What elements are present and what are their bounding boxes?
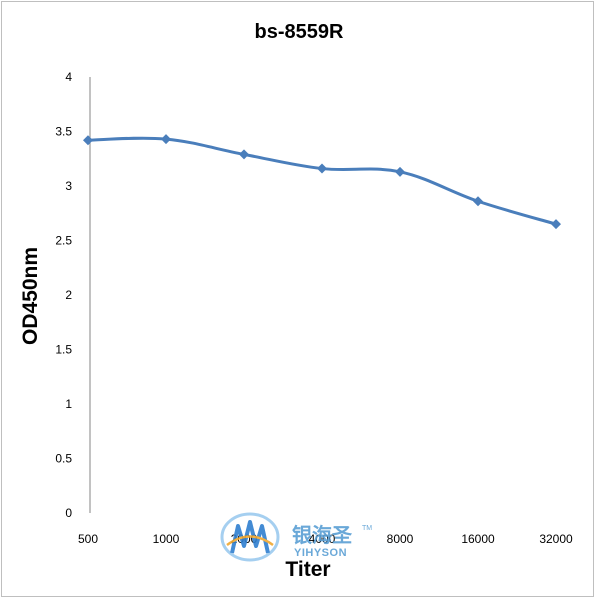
series-line <box>86 136 558 226</box>
y-tick-labels: 0 0.5 1 1.5 2 2.5 3 3.5 4 <box>55 70 72 520</box>
data-point-marker <box>83 135 93 146</box>
data-point-marker <box>551 219 561 230</box>
x-tick-label: 16000 <box>461 532 495 546</box>
watermark-logo: 银海圣 TM YIHYSON <box>220 512 372 562</box>
watermark-tm: TM <box>362 525 372 532</box>
x-tick-label: 4000 <box>309 532 336 546</box>
data-point-marker <box>161 134 171 145</box>
x-tick-label: 8000 <box>387 532 414 546</box>
data-point-marker <box>473 196 483 207</box>
y-tick-label: 2.5 <box>55 234 72 248</box>
y-tick-label: 3 <box>65 179 72 193</box>
data-point-marker <box>395 166 405 177</box>
y-axis-label: OD450nm <box>19 247 42 345</box>
y-tick-label: 0 <box>65 506 72 520</box>
watermark-name-en: YIHYSON <box>294 547 347 559</box>
chart-title: bs-8559R <box>255 21 344 43</box>
x-tick-labels: 500 1000 2000 4000 8000 16000 32000 <box>78 532 573 546</box>
x-tick-label: 500 <box>78 532 98 546</box>
x-tick-label: 1000 <box>153 532 180 546</box>
watermark-name-cn: 银海圣 <box>292 523 353 547</box>
y-tick-label: 1.5 <box>55 343 72 357</box>
x-axis-label: Titer <box>285 558 330 581</box>
y-tick-label: 1 <box>65 397 72 411</box>
y-tick-label: 2 <box>65 288 72 302</box>
series-markers <box>83 134 561 230</box>
y-tick-label: 0.5 <box>55 452 72 466</box>
y-tick-label: 4 <box>65 70 72 84</box>
x-tick-label: 32000 <box>539 532 573 546</box>
y-tick-label: 3.5 <box>55 125 72 139</box>
data-point-marker <box>317 163 327 174</box>
data-point-marker <box>239 149 249 160</box>
watermark-emblem-icon <box>220 512 280 562</box>
